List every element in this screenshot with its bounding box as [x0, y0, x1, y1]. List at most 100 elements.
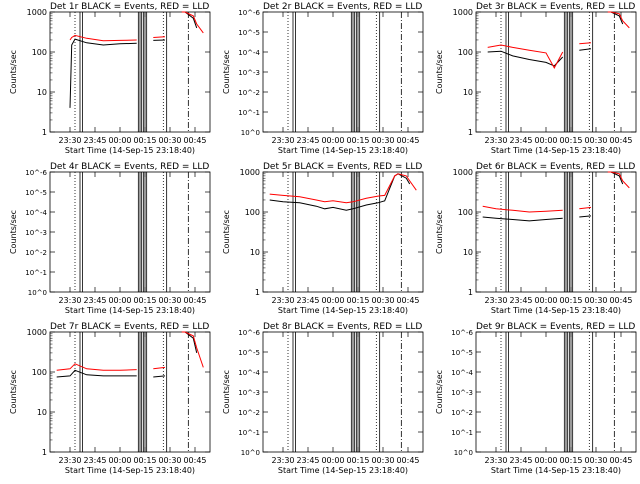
y-tick-label: 10^-1 — [25, 269, 47, 277]
y-tick-label: 10^-4 — [25, 209, 47, 217]
x-tick-label: 00:45 — [609, 456, 632, 465]
plot-frame — [475, 331, 637, 453]
y-tick-label: 1 — [42, 448, 47, 457]
series-events-line — [269, 173, 411, 211]
plot-frame — [49, 331, 211, 453]
x-axis-label: Start Time (14-Sep-15 23:18:40) — [278, 146, 408, 155]
y-tick-label: 1000 — [453, 168, 473, 177]
y-tick-label: 10^-3 — [238, 69, 260, 77]
y-tick-label: 10^-5 — [25, 189, 47, 197]
x-tick-label: 00:30 — [371, 296, 394, 305]
y-tick-label: 10^-6 — [25, 169, 47, 177]
x-tick-label: 00:00 — [108, 136, 131, 145]
plot-frame — [49, 11, 211, 133]
panel-title: Det 8r BLACK = Events, RED = LLD — [263, 322, 422, 332]
series-lld-line — [487, 11, 630, 69]
y-tick-label: 1 — [468, 128, 473, 137]
y-tick-label: 10^-2 — [25, 249, 47, 257]
y-tick-label: 10^-6 — [451, 329, 473, 337]
y-tick-label: 10^-1 — [451, 429, 473, 437]
y-tick-label: 10^-6 — [238, 9, 260, 17]
x-tick-label: 23:45 — [296, 296, 319, 305]
x-axis-label: Start Time (14-Sep-15 23:18:40) — [491, 306, 621, 315]
panel-title: Det 3r BLACK = Events, RED = LLD — [476, 2, 635, 12]
y-tick-label: 10^-2 — [238, 409, 260, 417]
x-tick-label: 00:00 — [108, 296, 131, 305]
x-tick-label: 00:30 — [584, 136, 607, 145]
plot-frame — [475, 171, 637, 293]
x-tick-label: 00:30 — [584, 456, 607, 465]
y-axis-label: Counts/sec — [222, 50, 231, 94]
y-tick-label: 10 — [37, 408, 47, 417]
y-axis-label: Counts/sec — [9, 370, 18, 414]
y-tick-label: 100 — [32, 48, 47, 57]
y-tick-label: 1 — [42, 128, 47, 137]
x-tick-label: 23:45 — [509, 136, 532, 145]
x-tick-label: 00:45 — [183, 296, 206, 305]
y-tick-label: 10^-3 — [25, 229, 47, 237]
x-axis-label: Start Time (14-Sep-15 23:18:40) — [65, 306, 195, 315]
series-lld-line — [69, 11, 204, 42]
panel-det-8: Det 8r BLACK = Events, RED = LLD 10^0 10^-… — [222, 322, 424, 475]
y-tick-label: 10 — [250, 248, 260, 257]
x-tick-label: 00:30 — [158, 136, 181, 145]
x-tick-label: 00:30 — [371, 456, 394, 465]
x-tick-label: 00:00 — [321, 456, 344, 465]
x-tick-label: 00:30 — [584, 296, 607, 305]
panel-det-1: Det 1r BLACK = Events, RED = LLD 1 10 100 10… — [9, 2, 211, 155]
panel-det-6: Det 6r BLACK = Events, RED = LLD 1 10 100 10… — [435, 162, 637, 315]
y-tick-label: 10^-5 — [451, 349, 473, 357]
plot-frame — [475, 11, 637, 133]
y-tick-label: 10^-4 — [238, 49, 260, 57]
series-lld-line — [56, 331, 204, 371]
y-tick-label: 10^-4 — [451, 369, 473, 377]
y-tick-label: 10^-6 — [238, 329, 260, 337]
panel-title: Det 1r BLACK = Events, RED = LLD — [50, 2, 209, 12]
y-tick-label: 10^-5 — [238, 29, 260, 37]
x-tick-label: 00:15 — [346, 456, 369, 465]
x-axis-label: Start Time (14-Sep-15 23:18:40) — [491, 146, 621, 155]
x-tick-label: 00:45 — [396, 456, 419, 465]
y-tick-label: 10^0 — [28, 289, 47, 297]
y-axis-label: Counts/sec — [435, 210, 444, 254]
x-tick-label: 00:30 — [158, 296, 181, 305]
plot-frame — [262, 11, 424, 133]
x-tick-label: 00:00 — [321, 136, 344, 145]
y-axis-label: Counts/sec — [435, 50, 444, 94]
plot-frame — [49, 171, 211, 293]
x-axis-label: Start Time (14-Sep-15 23:18:40) — [278, 306, 408, 315]
y-tick-label: 10^-3 — [451, 389, 473, 397]
x-tick-label: 23:30 — [484, 456, 507, 465]
y-tick-label: 10^0 — [241, 449, 260, 457]
x-axis-label: Start Time (14-Sep-15 23:18:40) — [65, 146, 195, 155]
series-events-line — [69, 11, 198, 108]
plot-frame — [262, 331, 424, 453]
plot-frame — [262, 171, 424, 293]
y-tick-label: 10^-1 — [238, 429, 260, 437]
y-tick-label: 1000 — [27, 8, 47, 17]
x-tick-label: 23:45 — [296, 456, 319, 465]
y-tick-label: 10^-3 — [238, 389, 260, 397]
x-tick-label: 23:45 — [509, 456, 532, 465]
x-tick-label: 00:45 — [396, 136, 419, 145]
x-tick-label: 23:30 — [484, 136, 507, 145]
y-tick-label: 100 — [32, 368, 47, 377]
y-axis-label: Counts/sec — [222, 210, 231, 254]
panel-det-9: Det 9r BLACK = Events, RED = LLD 10^0 10^-… — [435, 322, 637, 475]
x-tick-label: 00:30 — [158, 456, 181, 465]
x-tick-label: 00:15 — [559, 296, 582, 305]
y-tick-label: 10 — [37, 88, 47, 97]
x-axis-label: Start Time (14-Sep-15 23:18:40) — [65, 466, 195, 475]
y-axis-label: Counts/sec — [435, 370, 444, 414]
x-axis-label: Start Time (14-Sep-15 23:18:40) — [278, 466, 408, 475]
y-tick-label: 10^0 — [241, 129, 260, 137]
x-tick-label: 00:45 — [609, 136, 632, 145]
panel-title: Det 9r BLACK = Events, RED = LLD — [476, 322, 635, 332]
y-tick-label: 10^0 — [454, 449, 473, 457]
x-tick-label: 00:15 — [133, 296, 156, 305]
panel-det-5: Det 5r BLACK = Events, RED = LLD 1 10 100 10… — [222, 162, 424, 315]
series-lld-line — [482, 171, 630, 213]
y-tick-label: 1 — [468, 288, 473, 297]
